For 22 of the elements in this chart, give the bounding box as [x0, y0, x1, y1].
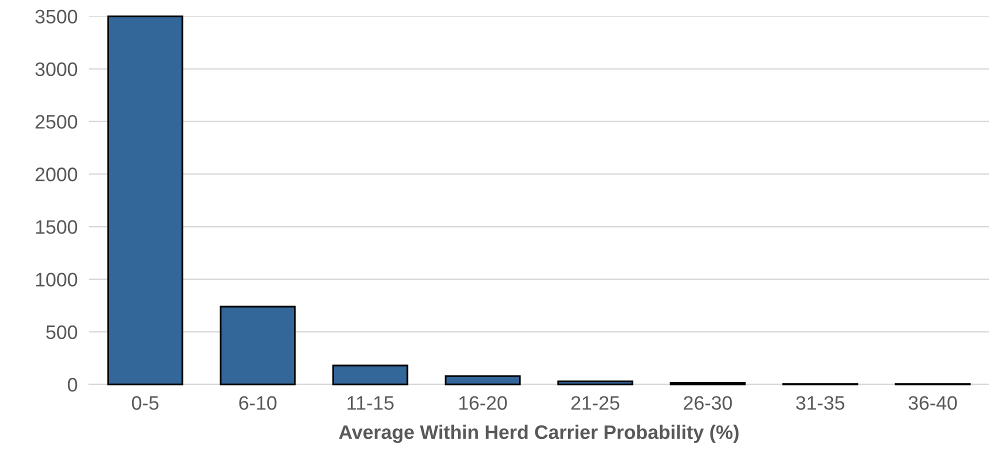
bar: [444, 375, 521, 386]
y-tick-label: 3500: [35, 10, 78, 24]
x-tick-label: 11-15: [348, 396, 394, 410]
y-tick-label: 2000: [36, 168, 78, 182]
y-tick-label: 1000: [36, 272, 78, 287]
y-tick-label: 2500: [36, 114, 78, 129]
bar: [557, 380, 634, 386]
y-tick-label: 500: [46, 325, 78, 340]
x-tick-label: 0-5: [132, 396, 158, 410]
x-tick-label: 31-35: [796, 396, 844, 410]
x-tick-label: 16-20: [459, 396, 507, 410]
x-tick-label: 36-40: [908, 396, 957, 410]
x-tick-label: 26-30: [684, 396, 732, 410]
bar: [332, 364, 408, 386]
y-tick-label: 0: [68, 378, 78, 392]
bar: [220, 306, 296, 386]
x-tick-label: 6-10: [239, 396, 276, 410]
y-tick-label: 1500: [36, 220, 78, 234]
y-tick-label: 3000: [35, 62, 78, 76]
x-tick-label: 21-25: [571, 396, 620, 410]
bar: [107, 15, 184, 386]
x-axis-title: Average Within Herd Carrier Probability (%): [338, 424, 739, 444]
